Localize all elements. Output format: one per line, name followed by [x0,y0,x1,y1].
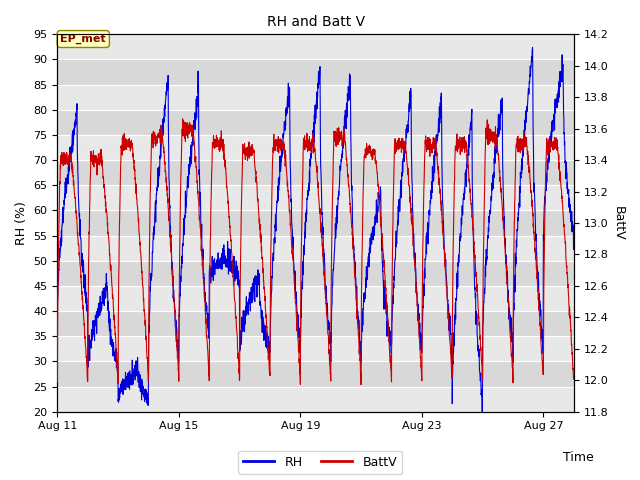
Y-axis label: RH (%): RH (%) [15,201,28,245]
RH [165,155,173,160]
Title: RH and Batt V: RH and Batt V [266,15,365,29]
BattV [94,158,102,164]
RH [209,272,216,277]
Bar [58,336,573,361]
Bar [58,236,573,261]
Bar [58,286,573,311]
BattV [165,214,173,220]
RH [94,315,102,321]
BattV [570,376,577,382]
RH [158,133,166,139]
RH [337,156,345,162]
RH [570,247,577,252]
Line: BattV: BattV [58,119,573,385]
RH [478,409,486,415]
Bar [58,386,573,412]
Legend: RH, BattV: RH, BattV [238,451,402,474]
BattV [461,134,468,140]
BattV [158,130,166,135]
BattV [337,133,345,139]
BattV [357,382,365,388]
Text: Time: Time [563,451,594,464]
Text: EP_met: EP_met [60,34,106,44]
Bar [58,135,573,160]
RH [54,298,61,304]
RH [529,45,536,50]
BattV [54,379,61,384]
Bar [58,185,573,210]
Y-axis label: BattV: BattV [612,206,625,240]
RH [460,197,468,203]
Bar [58,84,573,110]
Line: RH: RH [58,48,573,412]
BattV [209,143,216,149]
BattV [179,116,186,122]
Bar [58,35,573,60]
